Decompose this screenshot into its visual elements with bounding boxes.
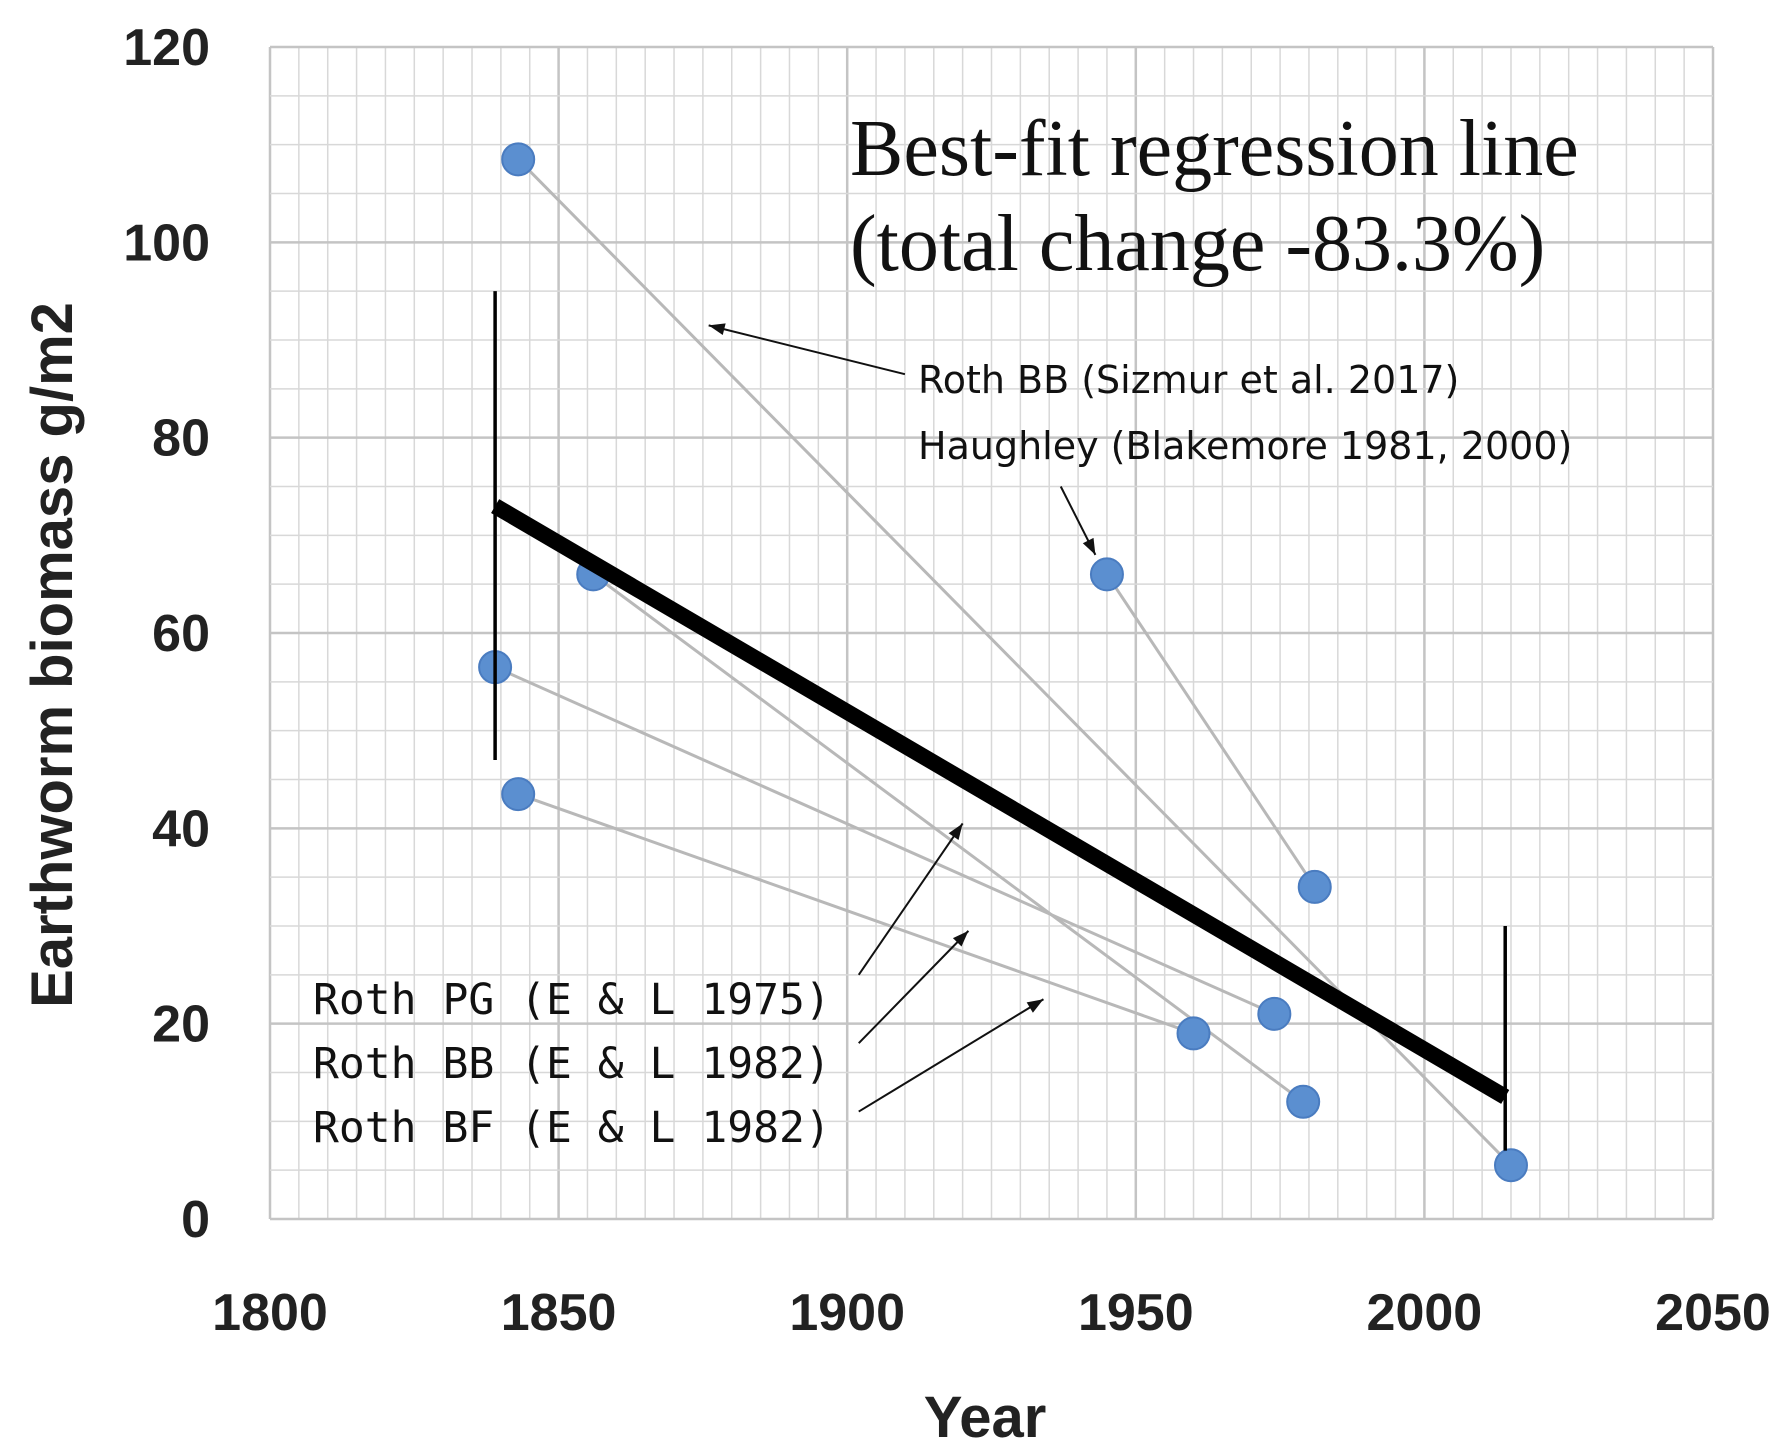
- y-axis-title: Earthworm biomass g/m2: [20, 302, 85, 1008]
- series-connector-line: [1105, 573, 1316, 888]
- regression-line: [491, 499, 1510, 1104]
- annotation-roth-bf: Roth BF (E & L 1982): [313, 1103, 831, 1153]
- x-tick-label: 1900: [789, 1284, 905, 1342]
- x-tick-label: 1950: [1078, 1284, 1194, 1342]
- arrow-roth-bb-el-head: [952, 930, 969, 947]
- data-point: [1493, 1148, 1528, 1183]
- x-axis-title: Year: [924, 1385, 1047, 1450]
- y-tick-label: 0: [181, 1191, 210, 1249]
- y-tick-label: 60: [152, 605, 210, 663]
- data-points: [478, 142, 1528, 1183]
- y-tick-label: 120: [123, 19, 210, 77]
- y-tick-label: 40: [152, 800, 210, 858]
- arrow-roth-pg-head: [948, 823, 963, 841]
- y-axis-ticks: 0 20 40 60 80 100 120: [123, 19, 210, 1249]
- y-tick-label: 80: [152, 410, 210, 468]
- x-tick-label: 1850: [501, 1284, 617, 1342]
- data-point: [1286, 1084, 1321, 1119]
- data-point: [1176, 1016, 1211, 1051]
- annotation-haughley: Haughley (Blakemore 1981, 2000): [918, 424, 1572, 468]
- arrow-haughley-head: [1082, 537, 1096, 555]
- x-axis-ticks: 1800 1850 1900 1950 2000 2050: [212, 1284, 1771, 1342]
- data-point: [1089, 557, 1124, 592]
- arrow-roth-pg: [857, 822, 964, 976]
- regression-line-group: [491, 499, 1510, 1104]
- arrow-roth-bb-el: [858, 930, 970, 1044]
- annotation-roth-bb-el: Roth BB (E & L 1982): [313, 1039, 831, 1089]
- error-bars: [493, 291, 1507, 1151]
- annotation-roth-bb-sizmur: Roth BB (Sizmur et al. 2017): [918, 358, 1459, 402]
- series-connector-line: [592, 573, 1305, 1104]
- data-point: [501, 777, 536, 812]
- series-connector-line: [494, 665, 1275, 1016]
- data-point: [1297, 869, 1332, 904]
- data-point: [1257, 996, 1292, 1031]
- arrow-roth-bf: [858, 998, 1044, 1113]
- x-tick-label: 2050: [1655, 1284, 1771, 1342]
- arrow-roth-bb-sizmur-head: [708, 323, 726, 336]
- annotation-roth-pg: Roth PG (E & L 1975): [313, 975, 831, 1025]
- series-connector-line: [517, 792, 1195, 1035]
- x-tick-label: 2000: [1367, 1284, 1483, 1342]
- arrow-roth-bb-sizmur: [708, 324, 906, 376]
- regression-label-line2: (total change -83.3%): [850, 200, 1545, 288]
- data-point: [501, 142, 536, 177]
- x-tick-label: 1800: [212, 1284, 328, 1342]
- regression-label-line1: Best-fit regression line: [850, 105, 1579, 193]
- y-tick-label: 20: [152, 996, 210, 1054]
- y-tick-label: 100: [123, 214, 210, 272]
- annotation-arrows: [708, 323, 1097, 1113]
- arrow-roth-bf-head: [1026, 999, 1044, 1013]
